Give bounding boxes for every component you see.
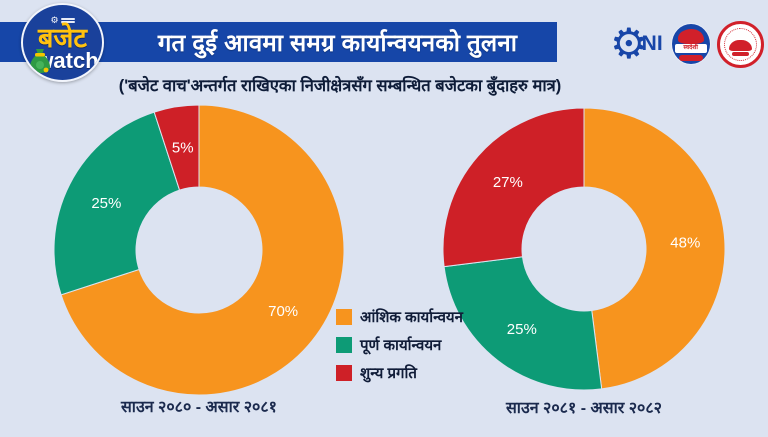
- donut-slice: [443, 256, 603, 391]
- cni-gear-icon: ⚙: [610, 20, 648, 67]
- legend-swatch-red: [336, 365, 352, 381]
- chart-legend: आंशिक कार्यान्वयन पूर्ण कार्यान्वयन शुन्…: [336, 307, 463, 383]
- legend-item-full: पूर्ण कार्यान्वयन: [336, 335, 463, 355]
- seal-ring: [723, 27, 757, 61]
- cni-logo: ⚙ NI: [610, 20, 663, 68]
- slice-percentage-label: 25%: [91, 195, 121, 212]
- donut-slice: [583, 107, 726, 390]
- legend-label: शुन्य प्रगति: [360, 365, 417, 382]
- legend-swatch-orange: [336, 309, 352, 325]
- donut-slice: [60, 104, 345, 396]
- legend-item-partial: आंशिक कार्यान्वयन: [336, 307, 463, 327]
- slice-percentage-label: 5%: [172, 139, 194, 156]
- swadeshi-logo: स्वदेशी: [670, 23, 711, 65]
- chart-caption-right: साउन २०८१ - असार २०८२: [505, 400, 662, 417]
- legend-swatch-green: [336, 337, 352, 353]
- mini-gear-icon: ⚙: [50, 15, 59, 25]
- cni-logo-text: NI: [641, 32, 663, 55]
- seal-base: [731, 51, 749, 56]
- cni-mini-mark-icon: ⚙: [50, 15, 75, 27]
- slice-percentage-label: 70%: [268, 303, 298, 320]
- red-seal-logo: [716, 20, 764, 68]
- legend-item-zero: शुन्य प्रगति: [336, 363, 463, 383]
- logo-text-watch: watch: [36, 47, 99, 73]
- swadeshi-logo-ribbon: [678, 55, 703, 61]
- donut-chart-2081-2082: 48% 25% 27%: [442, 107, 726, 391]
- chart-caption-left: साउन २०८० - असार २०८१: [120, 399, 277, 416]
- legend-label: पूर्ण कार्यान्वयन: [360, 337, 442, 354]
- rhino-icon: [677, 29, 704, 44]
- donut-slice: [153, 104, 200, 191]
- legend-label: आंशिक कार्यान्वयन: [360, 309, 463, 326]
- donut-chart-2080-2081: 70% 25% 5%: [53, 104, 345, 396]
- budget-watch-logo: ⚙ बजेट watch: [21, 3, 104, 82]
- mini-text-lines: [60, 18, 75, 23]
- page-title: गत दुई आवमा समग्र कार्यान्वयनको तुलना: [157, 29, 518, 57]
- slice-percentage-label: 27%: [493, 174, 523, 191]
- slice-percentage-label: 25%: [507, 321, 537, 338]
- page-subtitle: ('बजेट वाच'अन्तर्गत राखिएका निजीक्षेत्रस…: [118, 77, 562, 95]
- slice-percentage-label: 48%: [670, 235, 700, 252]
- donut-slice: [53, 111, 181, 296]
- money-bag-icon: [30, 49, 50, 73]
- donut-slice: [442, 107, 585, 268]
- seal-mountain-icon: [728, 39, 752, 51]
- logo-text-budget: बजेट: [37, 22, 88, 53]
- partner-logos: ⚙ NI स्वदेशी: [610, 18, 764, 70]
- swadeshi-logo-text: स्वदेशी: [674, 44, 707, 53]
